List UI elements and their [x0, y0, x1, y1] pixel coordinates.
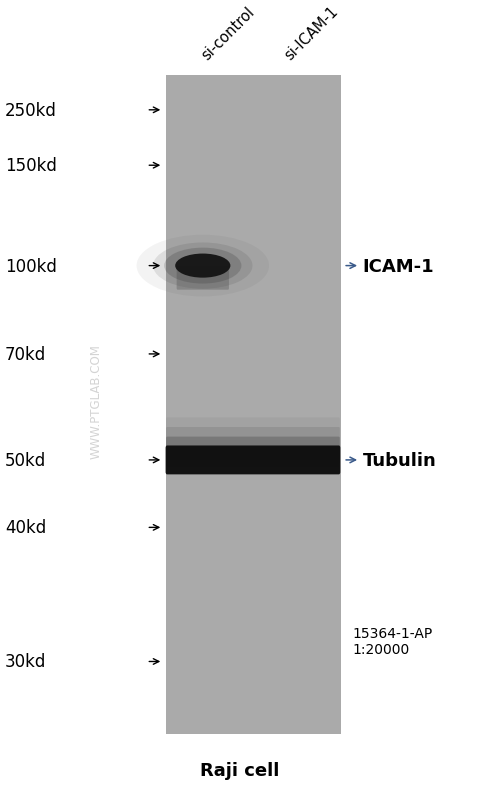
- Ellipse shape: [153, 243, 252, 290]
- Text: si-control: si-control: [199, 4, 258, 63]
- Text: 15364-1-AP
1:20000: 15364-1-AP 1:20000: [353, 626, 433, 657]
- FancyBboxPatch shape: [166, 418, 340, 464]
- Text: 50kd: 50kd: [5, 452, 46, 469]
- Text: 40kd: 40kd: [5, 519, 46, 537]
- Text: 30kd: 30kd: [5, 653, 46, 670]
- Text: Raji cell: Raji cell: [200, 761, 280, 779]
- FancyBboxPatch shape: [166, 427, 340, 468]
- Text: 70kd: 70kd: [5, 346, 46, 363]
- Text: Tubulin: Tubulin: [362, 452, 436, 469]
- Text: 250kd: 250kd: [5, 102, 57, 119]
- Ellipse shape: [175, 254, 230, 278]
- FancyBboxPatch shape: [177, 266, 229, 290]
- Text: ICAM-1: ICAM-1: [362, 257, 434, 275]
- FancyBboxPatch shape: [166, 446, 340, 475]
- FancyBboxPatch shape: [166, 437, 340, 471]
- Text: 100kd: 100kd: [5, 257, 57, 275]
- Ellipse shape: [164, 249, 241, 284]
- Bar: [166, 76, 341, 734]
- Ellipse shape: [136, 236, 269, 297]
- Text: WWW.PTGLAB.COM: WWW.PTGLAB.COM: [89, 343, 103, 459]
- Text: si-ICAM-1: si-ICAM-1: [281, 3, 340, 63]
- Text: 150kd: 150kd: [5, 157, 57, 175]
